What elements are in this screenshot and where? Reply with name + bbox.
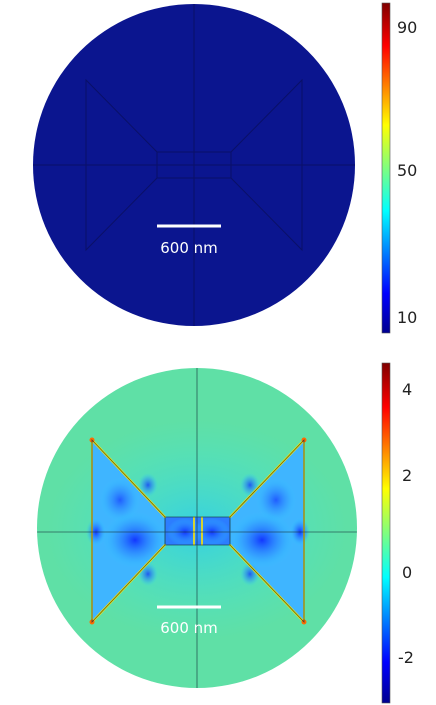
bottom-colorbar-tick-2: 2 bbox=[402, 466, 413, 485]
bottom-scale-bar-label: 600 nm bbox=[160, 619, 218, 637]
bottom-colorbar-tick-minus-2: -2 bbox=[398, 648, 414, 667]
top-colorbar-tick-90: 90 bbox=[397, 18, 418, 37]
top-panel: 600 nm 90 50 10 bbox=[0, 0, 436, 340]
bottom-bowtie-outline bbox=[37, 368, 357, 688]
top-field-map: 600 nm bbox=[33, 2, 391, 334]
bottom-colorbar bbox=[381, 362, 391, 704]
top-colorbar-tick-50: 50 bbox=[397, 161, 418, 180]
bottom-colorbar-tick-4: 4 bbox=[402, 380, 413, 399]
bottom-colorbar-tick-0: 0 bbox=[402, 563, 413, 582]
bottom-panel: 600 nm 4 2 0 -2 bbox=[0, 360, 436, 705]
top-colorbar bbox=[381, 2, 391, 334]
top-bowtie-outline bbox=[33, 4, 355, 326]
bottom-field-map: 600 nm bbox=[37, 362, 391, 704]
top-scale-bar-label: 600 nm bbox=[160, 239, 218, 257]
top-colorbar-tick-10: 10 bbox=[397, 308, 418, 327]
